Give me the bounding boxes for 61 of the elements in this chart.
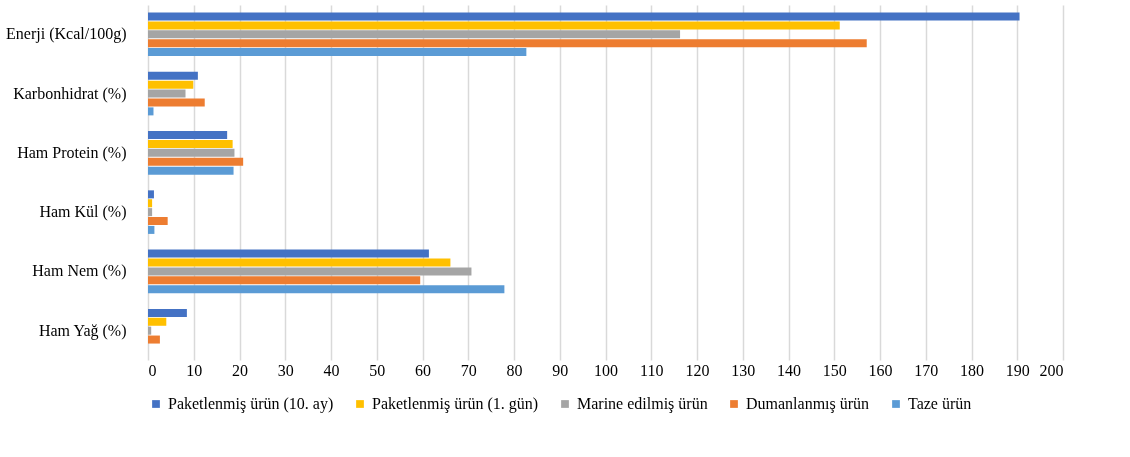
bar <box>148 48 527 57</box>
x-tick-label: 70 <box>460 361 477 379</box>
bar <box>148 308 187 317</box>
legend-label: Taze ürün <box>908 395 972 412</box>
x-tick-label: 140 <box>777 361 801 379</box>
bar <box>148 131 228 140</box>
legend-label: Paketlenmiş ürün (1. gün) <box>372 395 539 413</box>
bar <box>148 71 198 80</box>
legend-label: Marine edilmiş ürün <box>577 395 708 413</box>
bar <box>148 217 168 226</box>
bar <box>148 267 472 276</box>
bar <box>148 107 154 116</box>
y-tick-label: Ham Nem (%) <box>32 262 127 281</box>
bar <box>148 98 205 107</box>
x-tick-label: 10 <box>186 361 203 379</box>
bar <box>148 157 244 166</box>
legend-label: Paketlenmiş ürün (10. ay) <box>168 395 334 413</box>
bar <box>148 276 421 285</box>
bar <box>148 80 194 89</box>
y-tick-label: Enerji (Kcal/100g) <box>6 25 127 44</box>
bar <box>148 258 451 267</box>
bar <box>148 139 233 148</box>
bar <box>148 166 234 175</box>
x-tick-label: 90 <box>552 361 569 379</box>
bar <box>148 225 155 234</box>
x-tick-label: 190 <box>1005 361 1030 379</box>
x-tick-label: 180 <box>960 361 984 379</box>
x-tick-label: 80 <box>506 361 523 379</box>
x-tick-label: 170 <box>914 361 939 379</box>
bar <box>148 199 153 208</box>
y-tick-label: Ham Protein (%) <box>17 143 127 162</box>
x-tick-label: 160 <box>868 361 893 379</box>
bar <box>148 12 1020 21</box>
x-tick-label: 50 <box>369 361 386 379</box>
x-tick-label: 0 <box>148 361 157 379</box>
x-tick-label: 40 <box>323 361 340 379</box>
bar <box>148 30 681 39</box>
bar <box>148 190 154 199</box>
x-tick-label: 60 <box>415 361 431 379</box>
x-tick-label: 200 <box>1039 361 1064 379</box>
bar <box>148 249 429 258</box>
x-tick-label: 110 <box>640 361 664 379</box>
y-tick-label: Ham Yağ (%) <box>38 321 127 340</box>
legend-label: Dumanlanmış ürün <box>746 395 870 413</box>
y-tick-label: Karbonhidrat (%) <box>13 84 127 103</box>
bar <box>148 208 153 217</box>
x-tick-label: 120 <box>685 361 710 379</box>
bar <box>148 89 186 98</box>
bar <box>148 335 160 344</box>
bar <box>148 39 867 48</box>
x-tick-label: 130 <box>731 361 756 379</box>
bar <box>148 317 167 326</box>
bar <box>148 148 235 157</box>
bar <box>148 285 505 294</box>
x-tick-label: 150 <box>822 361 847 379</box>
bar <box>148 326 152 335</box>
x-tick-label: 20 <box>232 361 248 379</box>
bar <box>148 21 840 30</box>
y-tick-label: Ham Kül (%) <box>39 203 127 222</box>
x-tick-label: 30 <box>277 361 294 379</box>
x-tick-label: 100 <box>594 361 618 379</box>
